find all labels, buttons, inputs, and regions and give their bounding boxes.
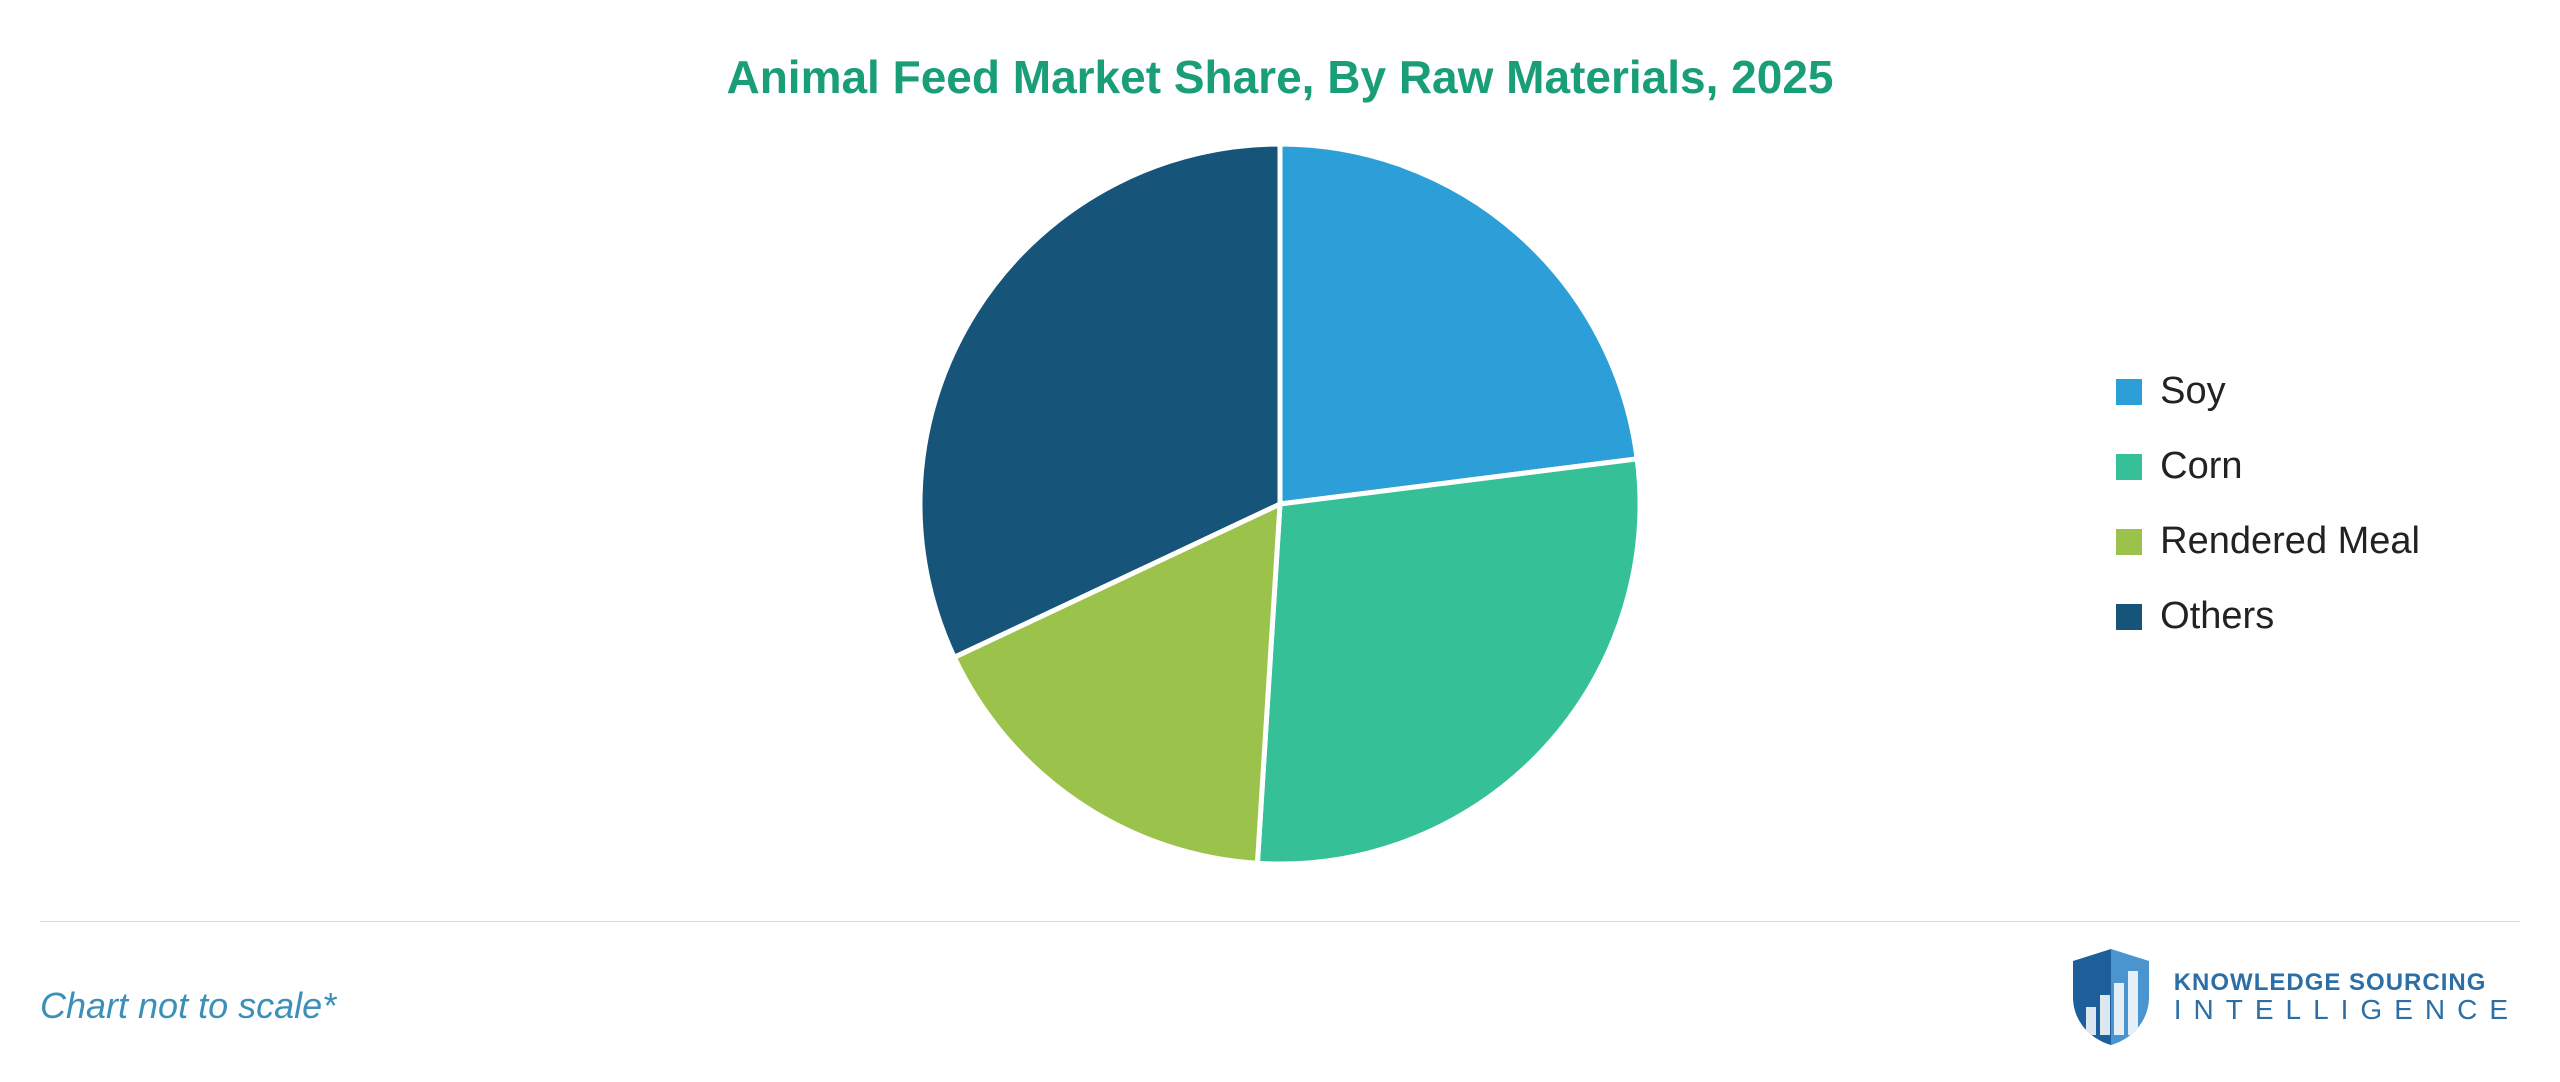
legend-label: Soy bbox=[2160, 370, 2225, 413]
legend-item-corn: Corn bbox=[2116, 445, 2420, 488]
brand-logo: KNOWLEDGE SOURCING INTELLIGENCE bbox=[2066, 947, 2520, 1047]
legend-swatch bbox=[2116, 454, 2142, 480]
chart-title: Animal Feed Market Share, By Raw Materia… bbox=[40, 50, 2520, 104]
pie-slice-corn bbox=[1257, 459, 1640, 864]
chart-row: Soy Corn Rendered Meal Others bbox=[40, 124, 2520, 884]
legend-item-soy: Soy bbox=[2116, 370, 2420, 413]
brand-line2: INTELLIGENCE bbox=[2174, 995, 2520, 1024]
legend-label: Others bbox=[2160, 595, 2274, 638]
brand-shield-icon bbox=[2066, 947, 2156, 1047]
divider-line bbox=[40, 921, 2520, 922]
legend-swatch bbox=[2116, 604, 2142, 630]
footer-note: Chart not to scale* bbox=[40, 985, 336, 1027]
chart-container: Animal Feed Market Share, By Raw Materia… bbox=[0, 0, 2560, 1082]
legend-swatch bbox=[2116, 379, 2142, 405]
brand-text: KNOWLEDGE SOURCING INTELLIGENCE bbox=[2174, 970, 2520, 1025]
legend: Soy Corn Rendered Meal Others bbox=[2116, 370, 2420, 638]
legend-item-others: Others bbox=[2116, 595, 2420, 638]
brand-line1: KNOWLEDGE SOURCING bbox=[2174, 970, 2520, 995]
legend-swatch bbox=[2116, 529, 2142, 555]
legend-label: Corn bbox=[2160, 445, 2242, 488]
legend-item-rendered-meal: Rendered Meal bbox=[2116, 520, 2420, 563]
legend-label: Rendered Meal bbox=[2160, 520, 2420, 563]
pie-chart bbox=[910, 134, 1650, 874]
pie-slice-soy bbox=[1280, 144, 1637, 504]
pie-svg bbox=[910, 134, 1650, 874]
